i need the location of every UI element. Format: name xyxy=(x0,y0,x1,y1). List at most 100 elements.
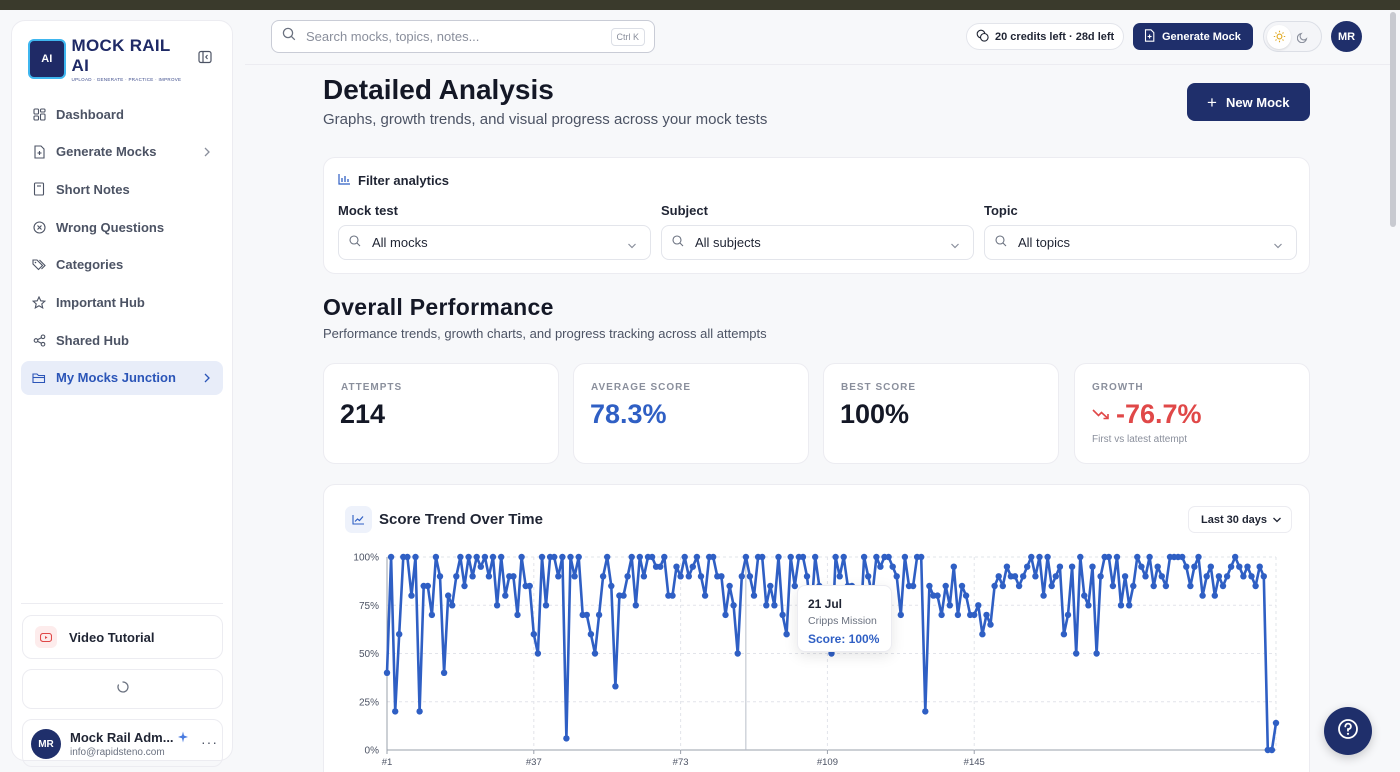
data-point xyxy=(632,602,639,609)
user-avatar-button[interactable]: MR xyxy=(1331,21,1362,52)
sidebar: AI MOCK RAIL AI UPLOAD · GENERATE · PRAC… xyxy=(11,20,233,767)
score-trend-chart[interactable]: 0% 25% 50% 75% 100% #1 #37 #73 #109 #145 xyxy=(324,485,1309,772)
moon-icon[interactable] xyxy=(1291,25,1315,49)
y-tick-label: 50% xyxy=(359,649,379,660)
data-point xyxy=(1134,553,1141,561)
data-point xyxy=(987,621,994,628)
data-point xyxy=(1040,592,1047,599)
tooltip-score: Score: 100% xyxy=(808,632,880,646)
sidebar-item-shared-hub[interactable]: Shared Hub xyxy=(21,323,223,357)
sidebar-item-label: My Mocks Junction xyxy=(56,370,176,386)
data-point xyxy=(449,602,456,609)
chevron-down-icon xyxy=(950,238,960,253)
data-point xyxy=(950,563,957,570)
sidebar-item-dashboard[interactable]: Dashboard xyxy=(21,97,223,131)
data-point xyxy=(440,669,448,676)
youtube-icon xyxy=(35,626,57,648)
search-icon xyxy=(282,27,296,46)
data-point xyxy=(1199,592,1206,599)
data-point xyxy=(1073,650,1080,657)
data-point xyxy=(383,669,391,676)
theme-toggle[interactable] xyxy=(1263,21,1322,52)
data-point xyxy=(779,611,786,619)
data-point xyxy=(1064,611,1072,619)
data-point xyxy=(873,553,880,561)
data-point xyxy=(404,553,411,561)
stat-card-growth: GROWTH -76.7% First vs latest attempt xyxy=(1074,363,1310,464)
data-point xyxy=(803,573,811,580)
new-mock-button[interactable]: + New Mock xyxy=(1187,83,1310,121)
star-icon xyxy=(32,295,46,309)
more-options-icon[interactable]: ··· xyxy=(201,734,218,750)
generate-mock-label: Generate Mock xyxy=(1162,30,1241,43)
y-tick-label: 100% xyxy=(353,553,379,564)
data-point xyxy=(408,592,415,599)
data-point xyxy=(1130,582,1137,590)
sidebar-item-categories[interactable]: Categories xyxy=(21,248,223,282)
sidebar-item-short-notes[interactable]: Short Notes xyxy=(21,172,223,206)
logo-badge: AI xyxy=(28,39,66,79)
subject-select[interactable]: All subjects xyxy=(661,225,974,260)
stat-value: 78.3% xyxy=(590,399,667,429)
sidebar-divider xyxy=(21,603,223,604)
credits-badge[interactable]: 20 credits left · 28d left xyxy=(966,23,1124,50)
data-point xyxy=(563,735,570,742)
data-point xyxy=(750,592,758,599)
data-point xyxy=(1085,602,1092,609)
brand-logo[interactable]: AI MOCK RAIL AI UPLOAD · GENERATE · PRAC… xyxy=(28,36,184,82)
sun-icon[interactable] xyxy=(1267,24,1291,49)
chart-tooltip: 21 Jul Cripps Mission Score: 100% xyxy=(797,585,892,652)
search-input[interactable] xyxy=(306,29,596,44)
topic-select[interactable]: All topics xyxy=(984,225,1297,260)
data-point xyxy=(1248,573,1255,580)
data-point xyxy=(1195,553,1202,561)
data-point xyxy=(514,611,521,619)
filter-title-label: Filter analytics xyxy=(358,173,450,188)
data-point xyxy=(1256,563,1263,570)
sidebar-item-generate-mocks[interactable]: Generate Mocks xyxy=(21,135,223,169)
data-point xyxy=(640,573,648,580)
data-point xyxy=(493,602,501,609)
data-point xyxy=(718,573,725,580)
search-shortcut-hint: Ctrl K xyxy=(610,28,645,46)
search-icon xyxy=(349,235,361,250)
y-tick-label: 0% xyxy=(365,746,380,757)
global-search[interactable]: Ctrl K xyxy=(271,20,655,53)
video-tutorial-button[interactable]: Video Tutorial xyxy=(22,615,223,659)
date-range-select[interactable]: Last 30 days xyxy=(1188,506,1292,533)
subject-value: All subjects xyxy=(695,235,761,250)
header-divider xyxy=(245,64,1392,65)
data-point xyxy=(465,553,472,561)
data-point xyxy=(661,553,668,561)
data-point xyxy=(1252,582,1259,590)
help-button[interactable] xyxy=(1324,707,1372,755)
data-point xyxy=(575,553,582,561)
data-point xyxy=(1020,573,1027,580)
mock-test-select[interactable]: All mocks xyxy=(338,225,651,260)
data-point xyxy=(877,563,884,570)
user-profile-card[interactable]: MR Mock Rail Adm... info@rapidsteno.com … xyxy=(22,719,223,767)
sidebar-item-label: Generate Mocks xyxy=(56,144,157,160)
sidebar-item-wrong-questions[interactable]: Wrong Questions xyxy=(21,210,223,244)
sidebar-item-my-mocks-junction[interactable]: My Mocks Junction xyxy=(21,360,223,395)
sidebar-item-label: Important Hub xyxy=(56,294,145,310)
data-point xyxy=(991,582,998,590)
data-point xyxy=(591,650,599,657)
data-point xyxy=(620,592,627,599)
data-point xyxy=(995,573,1002,580)
generate-mock-button[interactable]: Generate Mock xyxy=(1133,23,1253,50)
data-point xyxy=(392,708,399,715)
data-point xyxy=(1028,553,1035,561)
page-scrollbar[interactable] xyxy=(1390,12,1396,227)
share-icon xyxy=(32,333,46,347)
chevron-down-icon xyxy=(1272,515,1282,527)
data-point xyxy=(436,573,444,580)
data-point xyxy=(604,553,611,561)
sidebar-item-important-hub[interactable]: Important Hub xyxy=(21,285,223,319)
stat-label: GROWTH xyxy=(1092,382,1144,393)
data-point xyxy=(1093,650,1100,657)
x-tick-label: #109 xyxy=(817,757,838,768)
user-name: Mock Rail Adm... xyxy=(70,730,174,745)
overall-performance-title: Overall Performance xyxy=(323,294,554,320)
sidebar-collapse-icon[interactable] xyxy=(198,50,214,66)
